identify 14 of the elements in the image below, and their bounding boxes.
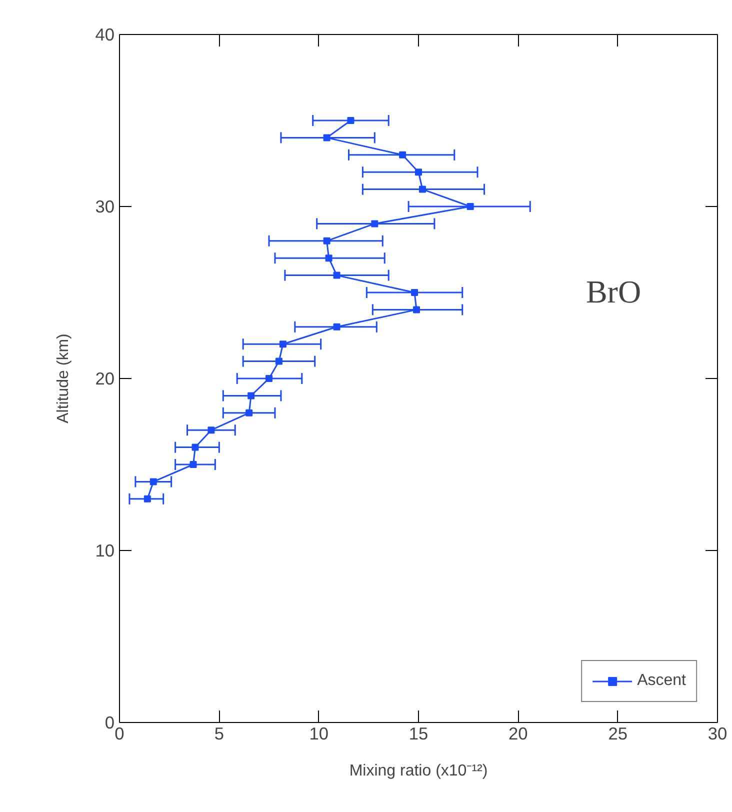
y-tick-label: 20: [95, 368, 115, 388]
x-tick-label: 30: [708, 724, 728, 744]
y-tick-label: 30: [95, 196, 115, 216]
x-tick-label: 25: [608, 724, 628, 744]
x-tick-label: 15: [408, 724, 428, 744]
annotation: BrO: [586, 274, 642, 310]
y-axis-title: Altitude (km): [55, 334, 72, 424]
x-tick-label: 20: [508, 724, 528, 744]
legend-label: Ascent: [637, 672, 686, 690]
x-axis-title: Mixing ratio (x10⁻¹²): [349, 762, 488, 780]
x-tick-label: 5: [214, 724, 224, 744]
x-tick-label: 10: [309, 724, 328, 744]
y-tick-label: 40: [95, 24, 115, 44]
y-tick-label: 10: [95, 540, 115, 560]
